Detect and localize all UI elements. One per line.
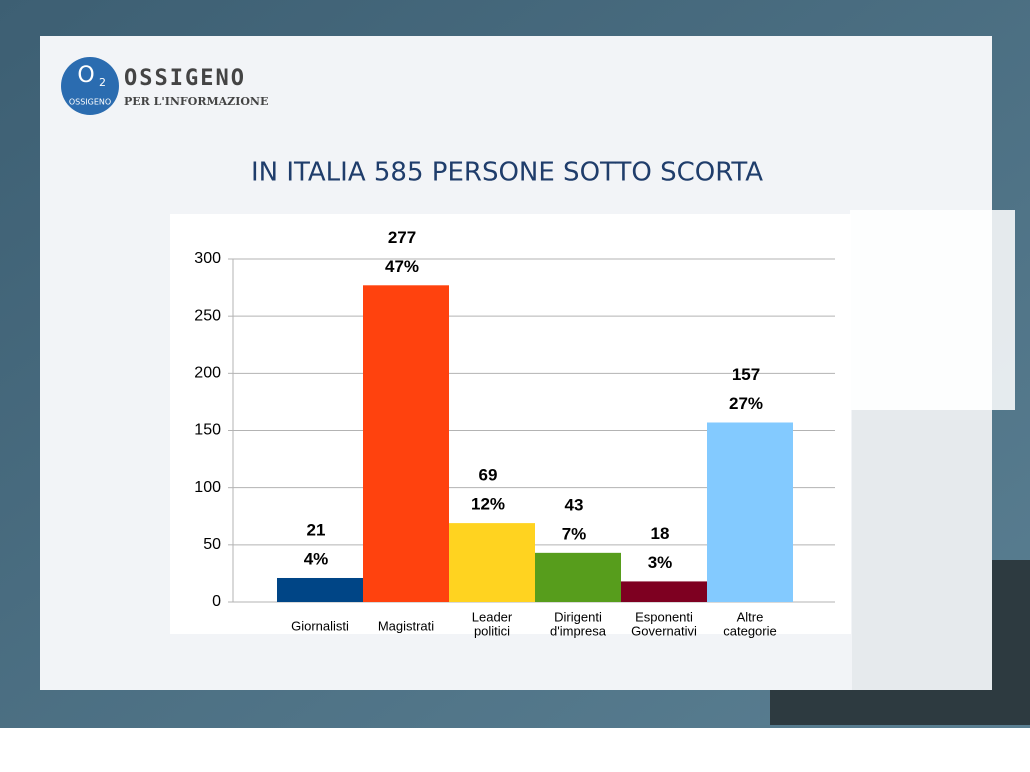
- value-label: 21: [307, 520, 326, 539]
- y-tick-label: 50: [203, 536, 221, 553]
- value-label: 157: [732, 365, 760, 384]
- bar: [363, 285, 449, 602]
- x-tick-label: Dirigenti: [554, 609, 602, 624]
- x-tick-label: politici: [474, 623, 510, 638]
- x-tick-label: Leader: [472, 609, 513, 624]
- percent-label: 47%: [385, 257, 419, 276]
- value-label: 69: [479, 466, 498, 485]
- logo-subscript: 2: [99, 76, 106, 89]
- logo-circle: [61, 57, 119, 115]
- bar: [277, 577, 363, 602]
- x-tick-label: Esponenti: [635, 609, 693, 624]
- y-tick-label: 300: [194, 250, 221, 267]
- percent-label: 7%: [562, 524, 587, 543]
- chart-title: IN ITALIA 585 PERSONE SOTTO SCORTA: [251, 158, 763, 188]
- typewriter-fade: [852, 410, 992, 690]
- percent-label: 27%: [729, 394, 763, 413]
- percent-label: 4%: [304, 549, 329, 568]
- x-tick-label: Magistrati: [378, 618, 434, 633]
- bar: [535, 552, 621, 602]
- plot: 0 50 100 150 200 250 300 Giornalisti 21 4% Magistr…: [194, 228, 835, 638]
- value-label: 43: [565, 495, 584, 514]
- logo-tagline: PER L'INFORMAZIONE: [124, 95, 268, 108]
- x-tick-label: Altre: [737, 609, 764, 624]
- x-tick-label: d'impresa: [550, 623, 607, 638]
- bar: [621, 581, 707, 602]
- y-tick-label: 150: [194, 422, 221, 439]
- bar: [707, 422, 793, 602]
- y-tick-label: 250: [194, 307, 221, 324]
- value-label: 277: [388, 228, 416, 247]
- logo-badge: OSSIGENO: [69, 98, 111, 107]
- logo-name: OSSIGENO: [124, 66, 246, 91]
- y-tick-label: 100: [194, 479, 221, 496]
- x-tick-label: Giornalisti: [291, 618, 349, 633]
- percent-label: 3%: [648, 553, 673, 572]
- y-tick-label: 200: [194, 365, 221, 382]
- percent-label: 12%: [471, 495, 505, 514]
- logo-symbol: O: [77, 63, 94, 88]
- x-tick-label: Governativi: [631, 623, 697, 638]
- paper: [850, 210, 1015, 410]
- x-tick-label: categorie: [723, 623, 776, 638]
- value-label: 18: [651, 524, 670, 543]
- y-tick-label: 0: [212, 593, 221, 610]
- bar: [449, 523, 535, 602]
